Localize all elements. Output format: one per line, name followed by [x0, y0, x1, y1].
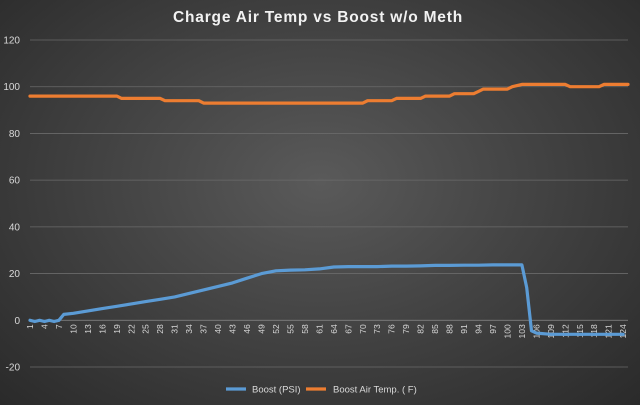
y-tick-label: 20 [9, 269, 21, 280]
x-tick-label: 16 [97, 324, 107, 334]
x-tick-label: 70 [358, 324, 368, 334]
legend-label-1: Boost Air Temp. ( F) [333, 385, 417, 396]
x-tick-label: 64 [329, 324, 339, 334]
x-tick-label: 28 [155, 324, 165, 334]
x-tick-label: 124 [618, 324, 628, 338]
x-tick-label: 121 [604, 324, 614, 338]
y-tick-label: -20 [6, 363, 21, 374]
y-tick-label: 0 [14, 316, 20, 327]
x-tick-label: 94 [474, 324, 484, 334]
x-tick-label: 88 [445, 324, 455, 334]
x-tick-label: 85 [430, 324, 440, 334]
x-tick-label: 34 [184, 324, 194, 334]
x-tick-label: 52 [271, 324, 281, 334]
x-tick-label: 10 [68, 324, 78, 334]
x-tick-label: 73 [372, 324, 382, 334]
x-tick-label: 82 [416, 324, 426, 334]
series-lines [28, 82, 630, 336]
x-tick-label: 91 [459, 324, 469, 334]
x-tick-label: 19 [112, 324, 122, 334]
x-tick-label: 97 [488, 324, 498, 334]
x-tick-label: 58 [300, 324, 310, 334]
x-tick-label: 46 [242, 324, 252, 334]
y-tick-label: 80 [9, 129, 21, 140]
x-tick-label: 1 [25, 324, 35, 329]
x-tick-label: 79 [401, 324, 411, 334]
x-tick-label: 103 [517, 324, 527, 338]
x-tick-label: 4 [39, 324, 49, 329]
x-tick-label: 22 [126, 324, 136, 334]
x-tick-label: 7 [54, 324, 64, 329]
x-tick-label: 61 [314, 324, 324, 334]
x-tick-label: 109 [546, 324, 556, 338]
y-axis: -20 0 20 40 60 80 100 120 [3, 36, 20, 374]
series-line-1 [28, 82, 630, 105]
x-tick-label: 37 [199, 324, 209, 334]
y-tick-label: 60 [9, 176, 21, 187]
x-tick-label: 49 [256, 324, 266, 334]
series-line-0 [28, 263, 625, 336]
x-tick-label: 67 [343, 324, 353, 334]
y-tick-label: 40 [9, 222, 21, 233]
x-tick-label: 76 [387, 324, 397, 334]
y-tick-label: 100 [3, 82, 20, 93]
legend-label-0: Boost (PSI) [252, 385, 301, 396]
x-tick-label: 106 [531, 324, 541, 338]
chart-title: Charge Air Temp vs Boost w/o Meth [173, 9, 463, 26]
x-tick-label: 100 [502, 324, 512, 338]
x-tick-label: 55 [285, 324, 295, 334]
x-tick-label: 25 [141, 324, 151, 334]
y-tick-label: 120 [3, 36, 20, 47]
x-tick-label: 43 [228, 324, 238, 334]
x-axis: 1 4 7 10 13 16 19 22 25 28 31 34 37 40 43 46 49 52 55 58 61 6… [25, 324, 628, 338]
legend: Boost (PSI) Boost Air Temp. ( F) [226, 385, 417, 396]
x-tick-label: 112 [560, 324, 570, 338]
x-tick-label: 115 [575, 324, 585, 338]
x-tick-label: 31 [170, 324, 180, 334]
x-tick-label: 118 [589, 324, 599, 338]
x-tick-label: 40 [213, 324, 223, 334]
gridlines [30, 39, 628, 368]
x-tick-label: 13 [83, 324, 93, 334]
